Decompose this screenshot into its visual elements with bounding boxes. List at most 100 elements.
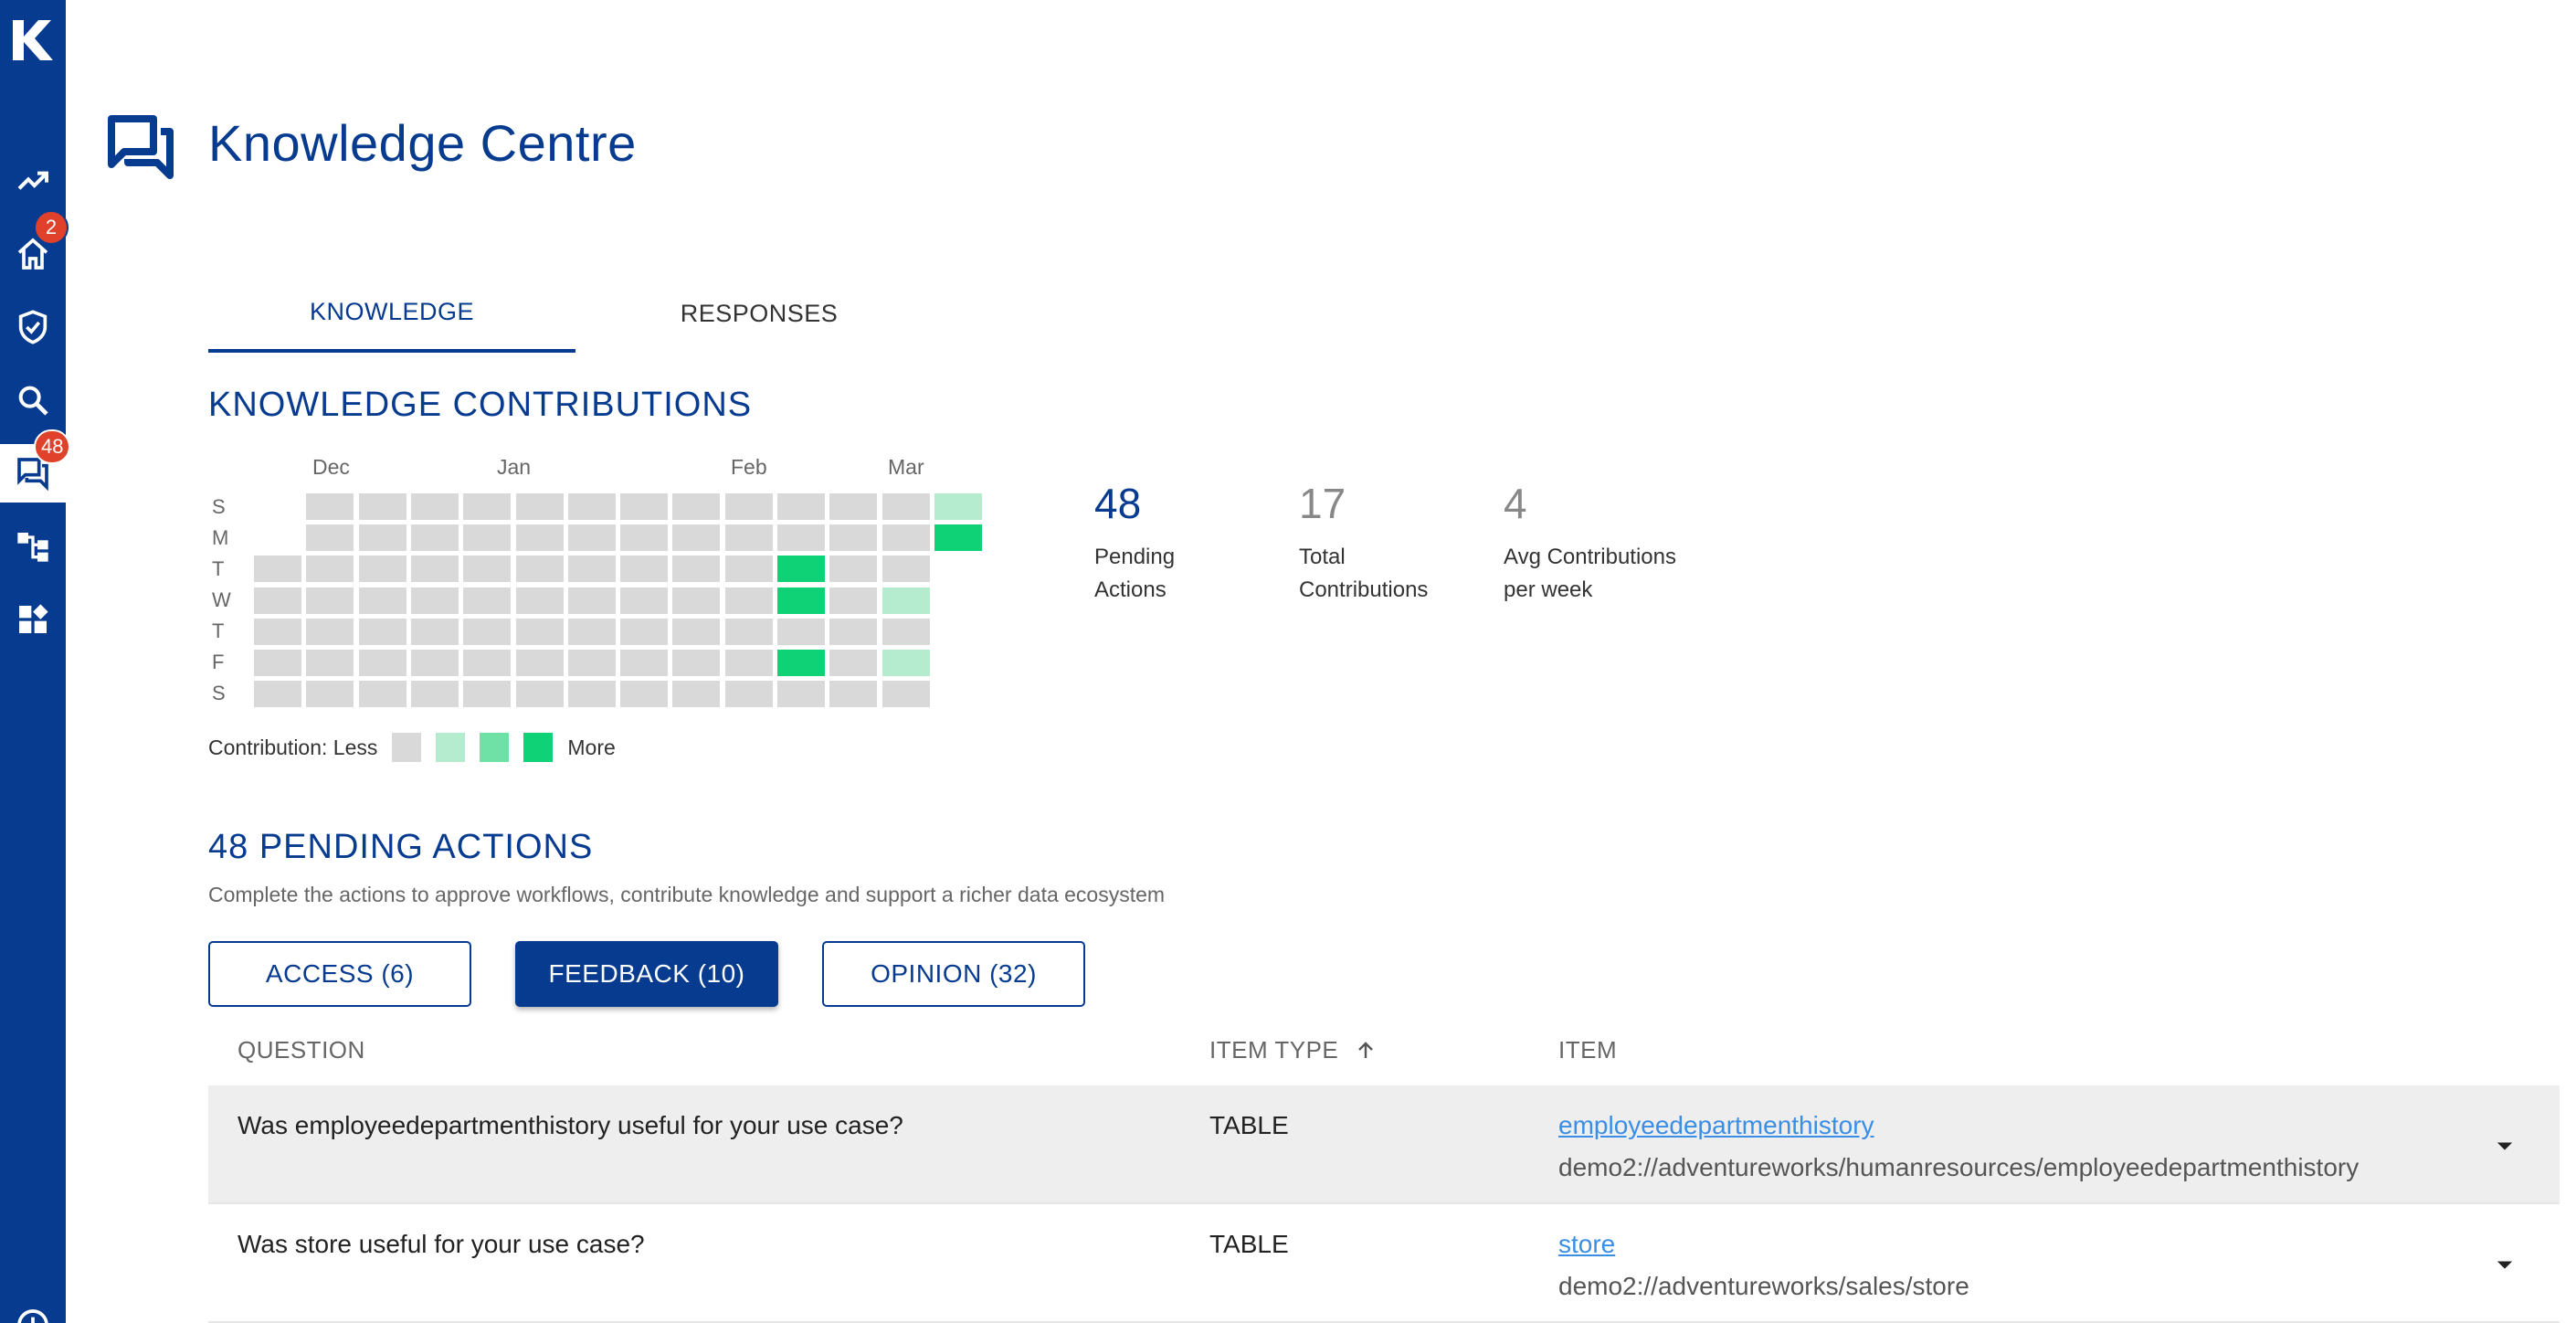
heatmap-cell[interactable] [358,524,406,552]
heatmap-cell[interactable] [463,524,512,552]
heatmap-cell[interactable] [463,587,512,614]
heatmap-cell[interactable] [306,650,354,676]
sidebar-item-lineage[interactable] [0,517,66,576]
heatmap-cell[interactable] [410,493,459,520]
heatmap-cell[interactable] [358,681,406,708]
heatmap-cell[interactable] [410,556,459,583]
heatmap-cell[interactable] [410,524,459,552]
filter-opinion-button[interactable]: OPINION (32) [822,941,1085,1007]
column-header-item-type[interactable]: ITEM TYPE [1209,1036,1377,1064]
heatmap-cell[interactable] [672,681,721,708]
heatmap-cell[interactable] [777,524,825,552]
heatmap-cell[interactable] [724,587,773,614]
heatmap-cell[interactable] [882,681,930,708]
heatmap-cell[interactable] [882,587,930,614]
heatmap-cell[interactable] [882,650,930,676]
item-link[interactable]: store [1558,1230,1616,1258]
heatmap-cell[interactable] [254,650,301,676]
heatmap-cell[interactable] [724,650,773,676]
sidebar-item-search[interactable] [0,371,66,429]
heatmap-cell[interactable] [567,493,616,520]
heatmap-cell[interactable] [515,524,564,552]
heatmap-cell[interactable] [934,493,982,520]
heatmap-cell[interactable] [358,587,406,614]
heatmap-cell[interactable] [306,556,354,583]
heatmap-cell[interactable] [567,650,616,676]
sidebar-item-home[interactable]: 2 [0,210,69,283]
sidebar-item-insights[interactable] [0,152,66,210]
heatmap-cell[interactable] [777,681,825,708]
heatmap-cell[interactable] [724,681,773,708]
heatmap-cell[interactable] [829,681,878,708]
heatmap-cell[interactable] [515,650,564,676]
heatmap-cell[interactable] [672,618,721,645]
heatmap-cell[interactable] [306,493,354,520]
heatmap-cell[interactable] [254,618,301,645]
heatmap-cell[interactable] [829,618,878,645]
heatmap-cell[interactable] [620,493,669,520]
heatmap-cell[interactable] [882,524,930,552]
heatmap-cell[interactable] [306,681,354,708]
heatmap-cell[interactable] [463,556,512,583]
heatmap-cell[interactable] [620,524,669,552]
sidebar-item-tasks[interactable] [0,298,66,356]
heatmap-cell[interactable] [724,556,773,583]
heatmap-cell[interactable] [463,493,512,520]
heatmap-cell[interactable] [672,493,721,520]
heatmap-cell[interactable] [567,587,616,614]
heatmap-cell[interactable] [410,618,459,645]
heatmap-cell[interactable] [672,650,721,676]
heatmap-cell[interactable] [567,681,616,708]
sidebar-item-history[interactable] [0,1296,66,1323]
tab-responses[interactable]: RESPONSES [680,299,839,327]
heatmap-cell[interactable] [777,493,825,520]
column-header-question[interactable]: QUESTION [238,1036,365,1064]
heatmap-cell[interactable] [358,556,406,583]
heatmap-cell[interactable] [829,556,878,583]
heatmap-cell[interactable] [672,587,721,614]
heatmap-cell[interactable] [829,587,878,614]
k-logo-icon[interactable] [7,15,58,66]
heatmap-cell[interactable] [620,618,669,645]
heatmap-cell[interactable] [567,618,616,645]
heatmap-cell[interactable] [829,650,878,676]
sidebar-item-knowledge-centre[interactable]: 48 [0,429,71,503]
heatmap-cell[interactable] [515,618,564,645]
heatmap-cell[interactable] [882,556,930,583]
table-row[interactable]: Was store useful for your use case? TABL… [208,1204,2560,1323]
heatmap-cell[interactable] [515,493,564,520]
heatmap-cell[interactable] [463,618,512,645]
heatmap-cell[interactable] [882,493,930,520]
heatmap-cell[interactable] [777,556,825,583]
heatmap-cell[interactable] [306,618,354,645]
heatmap-cell[interactable] [777,618,825,645]
heatmap-cell[interactable] [410,650,459,676]
caret-down-icon[interactable] [2492,1133,2518,1159]
heatmap-cell[interactable] [567,524,616,552]
heatmap-cell[interactable] [515,681,564,708]
heatmap-cell[interactable] [515,587,564,614]
item-link[interactable]: employeedepartmenthistory [1558,1111,1874,1139]
heatmap-cell[interactable] [882,618,930,645]
heatmap-cell[interactable] [724,524,773,552]
filter-feedback-button[interactable]: FEEDBACK (10) [515,941,778,1007]
heatmap-cell[interactable] [254,556,301,583]
heatmap-cell[interactable] [254,587,301,614]
heatmap-cell[interactable] [463,650,512,676]
heatmap-cell[interactable] [620,587,669,614]
heatmap-cell[interactable] [358,650,406,676]
caret-down-icon[interactable] [2492,1252,2518,1277]
heatmap-cell[interactable] [358,618,406,645]
heatmap-cell[interactable] [724,493,773,520]
heatmap-cell[interactable] [672,556,721,583]
heatmap-cell[interactable] [620,650,669,676]
heatmap-cell[interactable] [306,524,354,552]
heatmap-cell[interactable] [777,587,825,614]
filter-access-button[interactable]: ACCESS (6) [208,941,471,1007]
heatmap-cell[interactable] [829,493,878,520]
table-row[interactable]: Was employeedepartmenthistory useful for… [208,1085,2560,1204]
heatmap-cell[interactable] [672,524,721,552]
heatmap-cell[interactable] [620,681,669,708]
heatmap-cell[interactable] [254,681,301,708]
tab-knowledge[interactable]: KNOWLEDGE [208,274,575,353]
